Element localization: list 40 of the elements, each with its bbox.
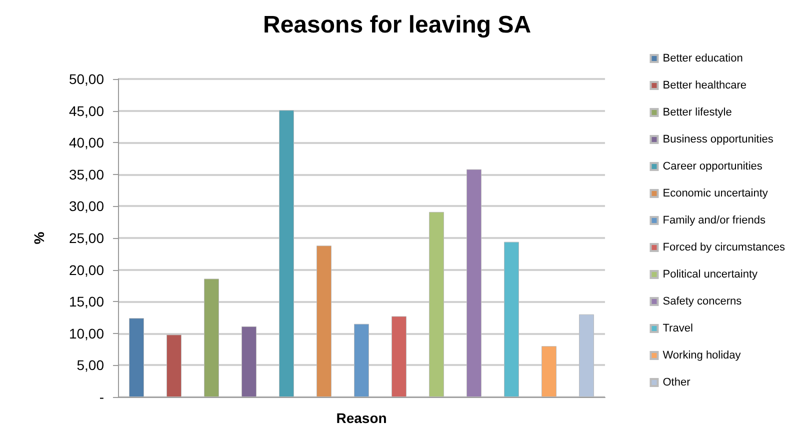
legend-label: Better lifestyle (662, 106, 732, 118)
x-axis-title: Reason (336, 410, 387, 426)
legend-label: Forced by circumstances (662, 242, 786, 254)
legend-label: Career opportunities (662, 160, 763, 172)
chart-title: Reasons for leaving SA (263, 12, 532, 38)
y-tick-label: 50,00 (68, 71, 104, 87)
y-tick-label: 40,00 (68, 134, 104, 151)
bar (542, 346, 556, 397)
legend-label: Better education (662, 52, 743, 64)
bar (579, 314, 594, 397)
y-tick-label: - (99, 389, 104, 405)
bar (504, 242, 519, 397)
y-tick-label: 5,00 (76, 357, 104, 374)
legend-label: Other (662, 376, 691, 388)
bar (392, 316, 406, 397)
y-tick-label: 15,00 (68, 294, 104, 310)
bar (316, 246, 332, 397)
y-axis-title: % (31, 231, 47, 244)
bar (166, 334, 182, 397)
bar (466, 169, 482, 397)
y-tick-label: 30,00 (68, 198, 104, 214)
legend-label: Political uncertainty (662, 268, 758, 280)
legend-label: Better healthcare (662, 80, 747, 92)
y-tick-label: 35,00 (68, 166, 104, 182)
legend-label: Safety concerns (662, 296, 742, 308)
bar (279, 110, 294, 397)
legend-label: Working holiday (662, 350, 742, 362)
bar (429, 212, 444, 397)
bar (242, 326, 256, 397)
legend-label: Business opportunities (662, 134, 774, 146)
bar (129, 318, 144, 397)
legend-label: Family and/or friends (662, 214, 766, 226)
bar (204, 278, 219, 397)
y-tick-label: 10,00 (68, 325, 104, 342)
legend-label: Travel (662, 322, 693, 334)
y-tick-label: 25,00 (68, 230, 104, 246)
y-tick-label: 45,00 (68, 102, 104, 119)
y-tick-label: 20,00 (68, 262, 104, 278)
bar (354, 324, 369, 397)
legend-label: Economic uncertainty (662, 188, 768, 200)
